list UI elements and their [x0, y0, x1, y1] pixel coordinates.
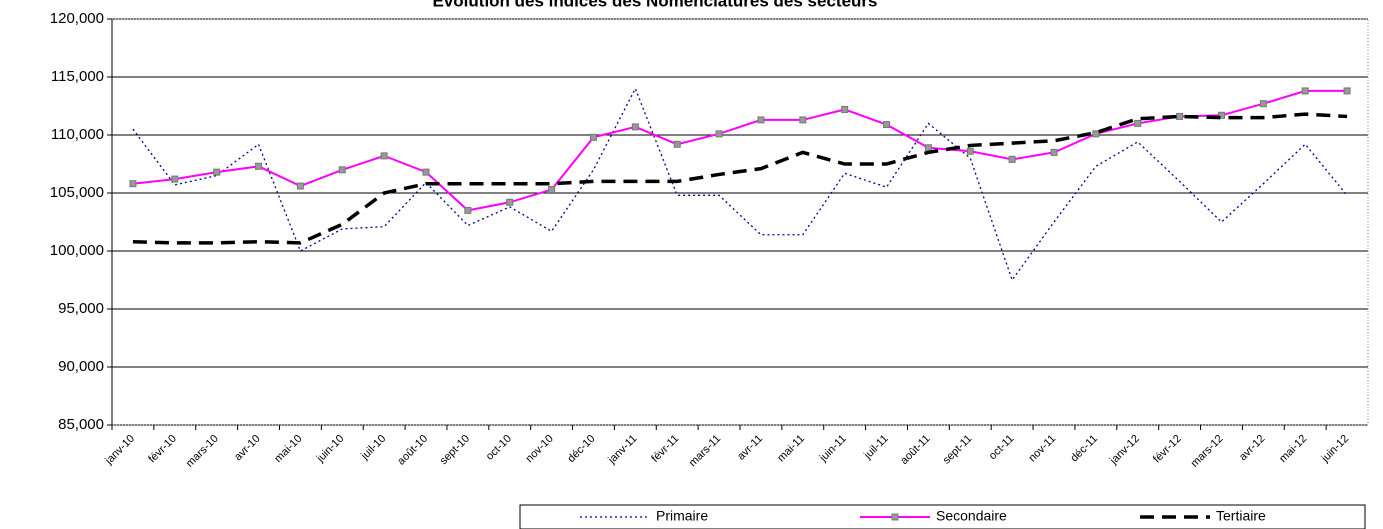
- x-tick-label: mars-12: [1189, 433, 1226, 470]
- x-tick-label: oct-10: [484, 433, 514, 463]
- point-marker: [799, 116, 807, 124]
- x-tick-label: juil-11: [861, 433, 890, 462]
- y-tick-label: 90,000: [58, 358, 104, 375]
- x-tick-label: janv-10: [102, 433, 137, 468]
- x-tick-label: mai-11: [775, 433, 807, 465]
- point-marker: [296, 182, 304, 190]
- point-marker: [883, 121, 891, 129]
- x-tick-label: juin-11: [817, 433, 849, 465]
- point-marker: [757, 116, 765, 124]
- point-marker: [171, 175, 179, 183]
- y-tick-label: 105,000: [50, 184, 104, 201]
- point-marker: [966, 147, 974, 155]
- x-tick-label: août-11: [898, 433, 932, 467]
- point-marker: [255, 162, 263, 170]
- point-marker: [129, 180, 137, 188]
- legend-label: Primaire: [656, 508, 708, 524]
- point-marker: [1217, 111, 1225, 119]
- series-line: [132, 89, 1348, 212]
- point-marker: [213, 168, 221, 176]
- point-marker: [715, 130, 723, 138]
- point-marker: [548, 186, 556, 194]
- point-marker: [924, 144, 932, 152]
- x-tick-label: mars-10: [184, 433, 221, 470]
- point-marker: [841, 105, 849, 113]
- x-tick-label: nov-10: [524, 433, 556, 465]
- point-marker: [631, 123, 639, 131]
- x-tick-label: juin-10: [314, 433, 347, 466]
- point-marker: [589, 133, 597, 141]
- point-marker: [1301, 87, 1309, 95]
- x-tick-label: févr-12: [1151, 433, 1184, 466]
- x-tick-label: avr-11: [735, 433, 765, 463]
- legend-marker: [891, 513, 899, 521]
- y-tick-label: 95,000: [58, 300, 104, 317]
- series-line: [132, 112, 1348, 245]
- point-marker: [673, 140, 681, 148]
- y-tick-label: 120,000: [50, 10, 104, 27]
- chart-title: Evolution des indices des Nomenclatures …: [433, 0, 878, 10]
- point-marker: [1008, 155, 1016, 163]
- x-tick-label: avr-12: [1237, 433, 1268, 464]
- x-tick-label: août-10: [395, 433, 430, 468]
- point-marker: [338, 166, 346, 174]
- x-tick-label: mai-12: [1277, 433, 1309, 465]
- y-tick-label: 115,000: [51, 68, 104, 85]
- x-tick-label: nov-11: [1026, 433, 1058, 465]
- point-marker: [380, 152, 388, 160]
- y-tick-label: 100,000: [50, 242, 104, 259]
- point-marker: [1259, 100, 1267, 108]
- x-tick-label: janv-11: [605, 433, 639, 467]
- legend-label: Tertiaire: [1216, 508, 1266, 524]
- point-marker: [506, 198, 514, 206]
- point-marker: [1176, 112, 1184, 120]
- legend-label: Secondaire: [936, 508, 1007, 524]
- x-tick-label: sept-10: [438, 433, 472, 467]
- y-tick-label: 85,000: [58, 416, 104, 433]
- x-tick-label: mars-11: [687, 433, 723, 469]
- point-marker: [1050, 148, 1058, 156]
- point-marker: [464, 206, 472, 214]
- y-tick-label: 110,000: [51, 126, 104, 143]
- x-tick-label: févr-11: [649, 433, 681, 465]
- point-marker: [422, 168, 430, 176]
- x-tick-label: déc-11: [1068, 433, 1100, 465]
- x-tick-label: avr-10: [232, 433, 263, 464]
- x-tick-label: juil-10: [358, 433, 388, 463]
- x-tick-label: janv-12: [1107, 433, 1142, 468]
- x-tick-label: sept-11: [941, 433, 975, 467]
- x-tick-label: juin-12: [1319, 433, 1352, 466]
- x-tick-label: févr-10: [146, 433, 179, 466]
- x-tick-label: déc-10: [565, 433, 597, 465]
- point-marker: [1092, 130, 1100, 138]
- point-marker: [1343, 87, 1351, 95]
- point-marker: [1134, 119, 1142, 127]
- legend-box: [519, 504, 1366, 529]
- plot-border: [111, 18, 1369, 426]
- x-tick-label: mai-10: [272, 433, 304, 465]
- x-tick-label: oct-11: [987, 433, 1017, 463]
